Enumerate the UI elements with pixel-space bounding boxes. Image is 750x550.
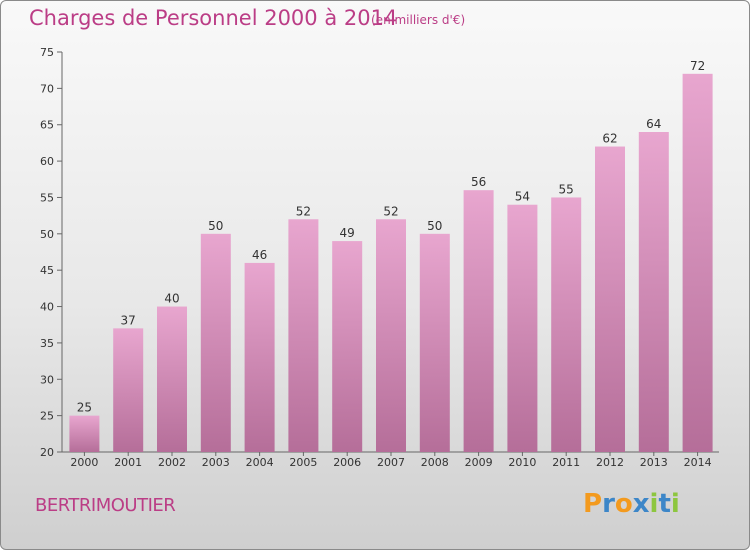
bar xyxy=(200,233,231,452)
bar-value-label: 46 xyxy=(252,248,267,262)
y-tick-label: 40 xyxy=(40,301,54,314)
logo-letter: x xyxy=(632,489,650,519)
chart-subtitle: (en milliers d'€) xyxy=(371,13,466,27)
x-tick-label: 2013 xyxy=(640,456,668,469)
x-tick-label: 2005 xyxy=(289,456,317,469)
y-tick-label: 20 xyxy=(40,446,54,459)
y-tick-label: 50 xyxy=(40,228,54,241)
x-tick-label: 2010 xyxy=(508,456,536,469)
bar xyxy=(376,219,406,452)
y-tick-label: 25 xyxy=(40,410,54,423)
bar xyxy=(157,306,187,452)
bar xyxy=(638,132,669,452)
bar xyxy=(682,73,713,453)
bar-value-label: 37 xyxy=(121,313,136,327)
x-tick-label: 2006 xyxy=(333,456,361,469)
bar xyxy=(332,241,363,452)
bar xyxy=(551,197,582,452)
y-tick-label: 60 xyxy=(40,155,54,168)
bar xyxy=(595,146,625,452)
x-tick-label: 2008 xyxy=(421,456,449,469)
proxiti-logo: Proxiti xyxy=(583,489,680,519)
bar xyxy=(244,262,275,452)
bar-value-label: 54 xyxy=(515,190,530,204)
x-tick-label: 2014 xyxy=(684,456,712,469)
bar xyxy=(69,415,100,452)
axes: 20 25 30 35 40 45 50 55 60 65 70 75 2000 2001 2002 2003… xyxy=(40,46,719,469)
bar-value-label: 50 xyxy=(208,219,223,233)
bar xyxy=(463,190,494,452)
y-tick-label: 35 xyxy=(40,337,54,350)
commune-name: BERTRIMOUTIER xyxy=(35,495,176,516)
logo-letter: t xyxy=(658,489,671,519)
bar-value-label: 25 xyxy=(77,401,92,415)
x-tick-label: 2001 xyxy=(114,456,142,469)
bar-value-label: 50 xyxy=(427,219,442,233)
chart-title: Charges de Personnel 2000 à 2014 xyxy=(29,6,398,30)
bar-value-label: 56 xyxy=(471,175,486,189)
x-tick-label: 2000 xyxy=(70,456,98,469)
bar xyxy=(113,328,144,452)
bar-value-label: 55 xyxy=(559,182,574,196)
logo-letter: o xyxy=(614,489,633,519)
x-tick-label: 2009 xyxy=(465,456,493,469)
bar-value-label: 62 xyxy=(602,132,617,146)
x-tick-label: 2007 xyxy=(377,456,405,469)
bar-value-label: 72 xyxy=(690,59,705,73)
logo-letter: i xyxy=(670,489,680,519)
logo-letter: i xyxy=(649,489,659,519)
bar xyxy=(507,204,538,452)
x-tick-label: 2004 xyxy=(246,456,274,469)
y-tick-label: 70 xyxy=(40,82,54,95)
y-tick-label: 30 xyxy=(40,373,54,386)
x-tick-label: 2011 xyxy=(552,456,580,469)
x-tick-label: 2003 xyxy=(202,456,230,469)
bar-value-label: 64 xyxy=(646,117,661,131)
bar-value-label: 52 xyxy=(296,204,311,218)
logo-letter: P xyxy=(583,489,603,519)
x-tick-label: 2002 xyxy=(158,456,186,469)
bar-value-label: 52 xyxy=(383,204,398,218)
logo-letter: r xyxy=(602,489,615,519)
bar xyxy=(419,233,450,452)
x-tick-label: 2012 xyxy=(596,456,624,469)
bar-value-label: 49 xyxy=(340,226,355,240)
y-tick-label: 45 xyxy=(40,264,54,277)
y-tick-label: 55 xyxy=(40,191,54,204)
y-tick-label: 65 xyxy=(40,119,54,132)
bars-group: 25 37 40 50 46 52 49 52 50 56 54 55 62 64 72 xyxy=(69,59,713,453)
y-tick-label: 75 xyxy=(40,46,54,59)
bar-value-label: 40 xyxy=(164,292,179,306)
bar xyxy=(288,219,319,452)
